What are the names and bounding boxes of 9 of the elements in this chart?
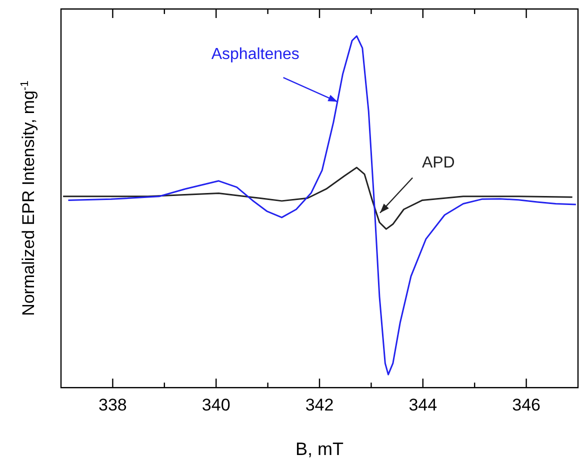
x-tick-label: 338 — [98, 395, 127, 414]
x-tick-label: 342 — [305, 395, 334, 414]
y-axis-title: Normalized EPR Intensity, mg-1 — [19, 80, 38, 316]
text: Asphaltenes — [211, 46, 300, 64]
x-axis-title: B, mT — [296, 439, 344, 459]
x-tick-label: 346 — [512, 395, 540, 414]
series-label: APD — [422, 154, 455, 172]
x-tick-label: 340 — [202, 395, 230, 414]
x-tick-label: 344 — [408, 395, 438, 414]
